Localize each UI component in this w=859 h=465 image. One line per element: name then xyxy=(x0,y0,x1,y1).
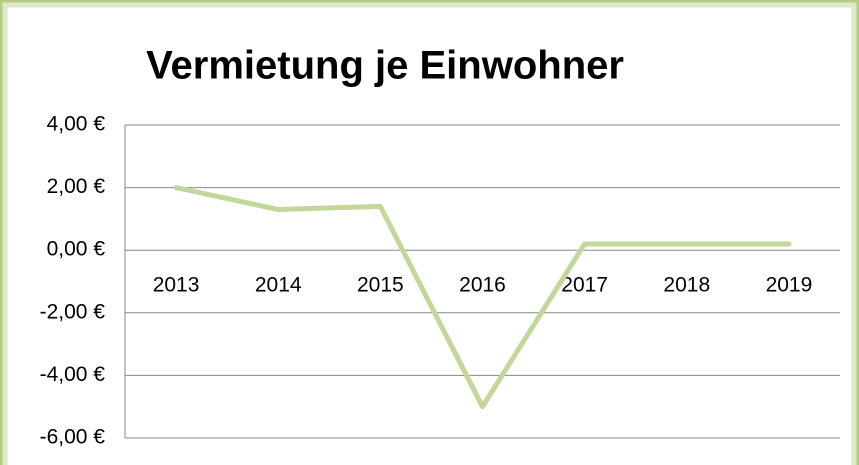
x-tick-label: 2013 xyxy=(153,274,200,297)
x-tick-label: 2016 xyxy=(459,274,506,297)
y-tick-label: 0,00 € xyxy=(47,238,106,261)
y-tick-label: 2,00 € xyxy=(47,175,106,198)
x-tick-label: 2014 xyxy=(255,274,302,297)
x-tick-label: 2019 xyxy=(766,274,813,297)
y-tick-label: -6,00 € xyxy=(40,426,106,449)
x-tick-label: 2017 xyxy=(561,274,608,297)
y-tick-label: -4,00 € xyxy=(40,363,106,386)
x-tick-label: 2015 xyxy=(357,274,404,297)
series-line xyxy=(173,185,792,410)
chart-title: Vermietung je Einwohner xyxy=(146,44,624,88)
y-tick-label: -2,00 € xyxy=(40,300,106,323)
y-tick-label: 4,00 € xyxy=(47,113,106,136)
x-tick-label: 2018 xyxy=(663,274,710,297)
